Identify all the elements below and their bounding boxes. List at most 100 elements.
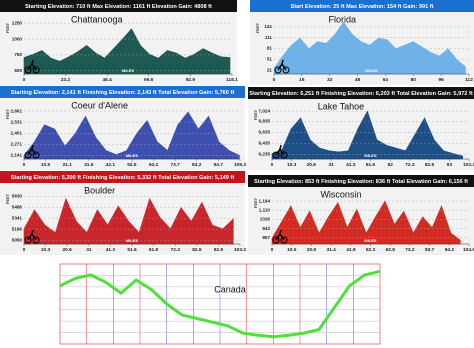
chart-title: Wisconsin [320, 189, 361, 199]
x-tick-label: 93 [447, 162, 453, 168]
y-tick-label: 5196 [12, 226, 23, 231]
x-tick-label: 72.3 [405, 162, 415, 168]
x-tick-label: 0 [271, 162, 274, 168]
y-axis-label: FEET [255, 22, 260, 33]
header-text: Starting Elevation: 853 ft Finishing Ele… [254, 179, 468, 185]
x-tick-label: 51.6 [366, 162, 376, 168]
x-tick-label: 16 [299, 77, 305, 83]
x-tick-label: 83.7 [425, 247, 435, 253]
x-tick-label: 62 [388, 162, 394, 168]
y-tick-label: 6,235 [259, 152, 271, 157]
elevation-area [271, 110, 463, 160]
x-tick-label: 94.7 [214, 162, 224, 168]
x-tick-label: 84.2 [192, 162, 202, 168]
y-tick-label: 7,024 [259, 108, 271, 113]
x-tick-label: 73.2 [405, 247, 415, 253]
header-text: Starting Elevation: 2,141 ft Finishing E… [11, 90, 235, 96]
elevation-area [23, 28, 231, 75]
x-tick-label: 20.6 [62, 247, 72, 253]
cyclist-wheel [274, 66, 282, 74]
header-text: Starting Elevation: 5,200 ft Finishing E… [11, 175, 235, 181]
elevation-area [23, 197, 234, 245]
x-tick-label: 31 [86, 247, 92, 253]
x-tick-label: 73.7 [171, 162, 181, 168]
x-tick-label: 104.6 [463, 247, 474, 253]
x-axis-label: MILES [364, 238, 377, 243]
chart-title: Florida [328, 14, 356, 24]
y-tick-label: 6,835 [259, 119, 271, 124]
y-axis-label: FEET [5, 22, 10, 33]
cyclist-wheel [32, 66, 40, 74]
x-tick-label: 82.6 [425, 162, 435, 168]
cyclist-wheel [272, 236, 280, 244]
x-tick-label: 20.9 [307, 247, 317, 253]
y-tick-label: 1,110 [259, 207, 271, 212]
x-tick-label: 42.1 [106, 162, 116, 168]
x-tick-label: 116.1 [226, 77, 238, 83]
header-bar [0, 171, 245, 183]
y-tick-label: 51 [267, 56, 273, 61]
cyclist-body [27, 59, 37, 71]
header-bar [0, 0, 237, 12]
x-tick-label: 23.2 [61, 77, 71, 83]
y-tick-label: 1000 [12, 36, 23, 41]
x-tick-label: 51.6 [127, 247, 137, 253]
y-axis-label: FEET [5, 193, 10, 204]
x-tick-label: 52.6 [127, 162, 137, 168]
chart-title: Chattanooga [71, 14, 123, 24]
header-bar [0, 86, 245, 98]
y-tick-label: 5486 [12, 204, 23, 209]
cyclist-body [277, 59, 287, 71]
header-text: Starting Elevation: 6,251 ft Finishing E… [249, 91, 473, 97]
cyclist-wheel [24, 236, 32, 244]
x-tick-label: 80 [411, 77, 417, 83]
x-tick-label: 82.6 [192, 247, 202, 253]
x-tick-label: 63.2 [149, 162, 159, 168]
x-tick-label: 32 [327, 77, 333, 83]
y-tick-label: 6,435 [259, 141, 271, 146]
y-tick-label: 1,194 [259, 198, 271, 203]
y-tick-label: 81 [267, 46, 273, 51]
chart-title: Boulder [84, 185, 115, 195]
x-tick-label: 94.2 [445, 247, 455, 253]
y-tick-label: 2,661 [11, 108, 23, 113]
y-tick-label: 141 [264, 24, 272, 29]
x-tick-label: 92.9 [186, 77, 196, 83]
cyclist-body [275, 229, 285, 241]
x-axis-label: MILES [365, 68, 378, 73]
chart-title: Canada [214, 284, 246, 294]
x-tick-label: 112 [465, 77, 473, 83]
x-tick-label: 10.5 [41, 162, 51, 168]
cyclist-wheel [24, 151, 32, 159]
x-tick-label: 69.6 [144, 77, 154, 83]
y-tick-label: 111 [265, 35, 273, 40]
cyclist-wheel [24, 66, 32, 74]
y-tick-label: 1026 [260, 217, 271, 222]
x-axis-label: MILES [126, 238, 139, 243]
x-tick-label: 72.3 [171, 247, 181, 253]
y-tick-label: 5630 [12, 194, 23, 199]
y-tick-label: 6,635 [259, 130, 271, 135]
x-tick-label: 105.3 [234, 162, 246, 168]
x-tick-label: 64 [383, 77, 389, 83]
x-tick-label: 0 [23, 247, 26, 253]
y-tick-label: 2,271 [11, 142, 23, 147]
cyclist-wheel [32, 236, 40, 244]
x-tick-label: 21.1 [63, 162, 73, 168]
elevation-area [23, 111, 240, 160]
x-tick-label: 10.3 [41, 247, 51, 253]
x-tick-label: 103.2 [234, 247, 246, 253]
x-tick-label: 20.6 [307, 162, 317, 168]
header-text: Start Elevation: 25 ft Max Elevation: 15… [291, 4, 434, 10]
x-axis-label: MILES [126, 153, 139, 158]
cyclist-wheel [282, 66, 290, 74]
cyclist-wheel [272, 151, 280, 159]
x-tick-label: 0 [271, 247, 274, 253]
x-tick-label: 96 [438, 77, 444, 83]
header-text: Starting Elevation: 710 ft Max Elevation… [25, 4, 212, 10]
chart-title: Coeur d'Alene [71, 100, 128, 110]
y-tick-label: 5341 [12, 215, 23, 220]
x-tick-label: 46.4 [102, 77, 112, 83]
y-tick-label: 750 [14, 52, 22, 57]
